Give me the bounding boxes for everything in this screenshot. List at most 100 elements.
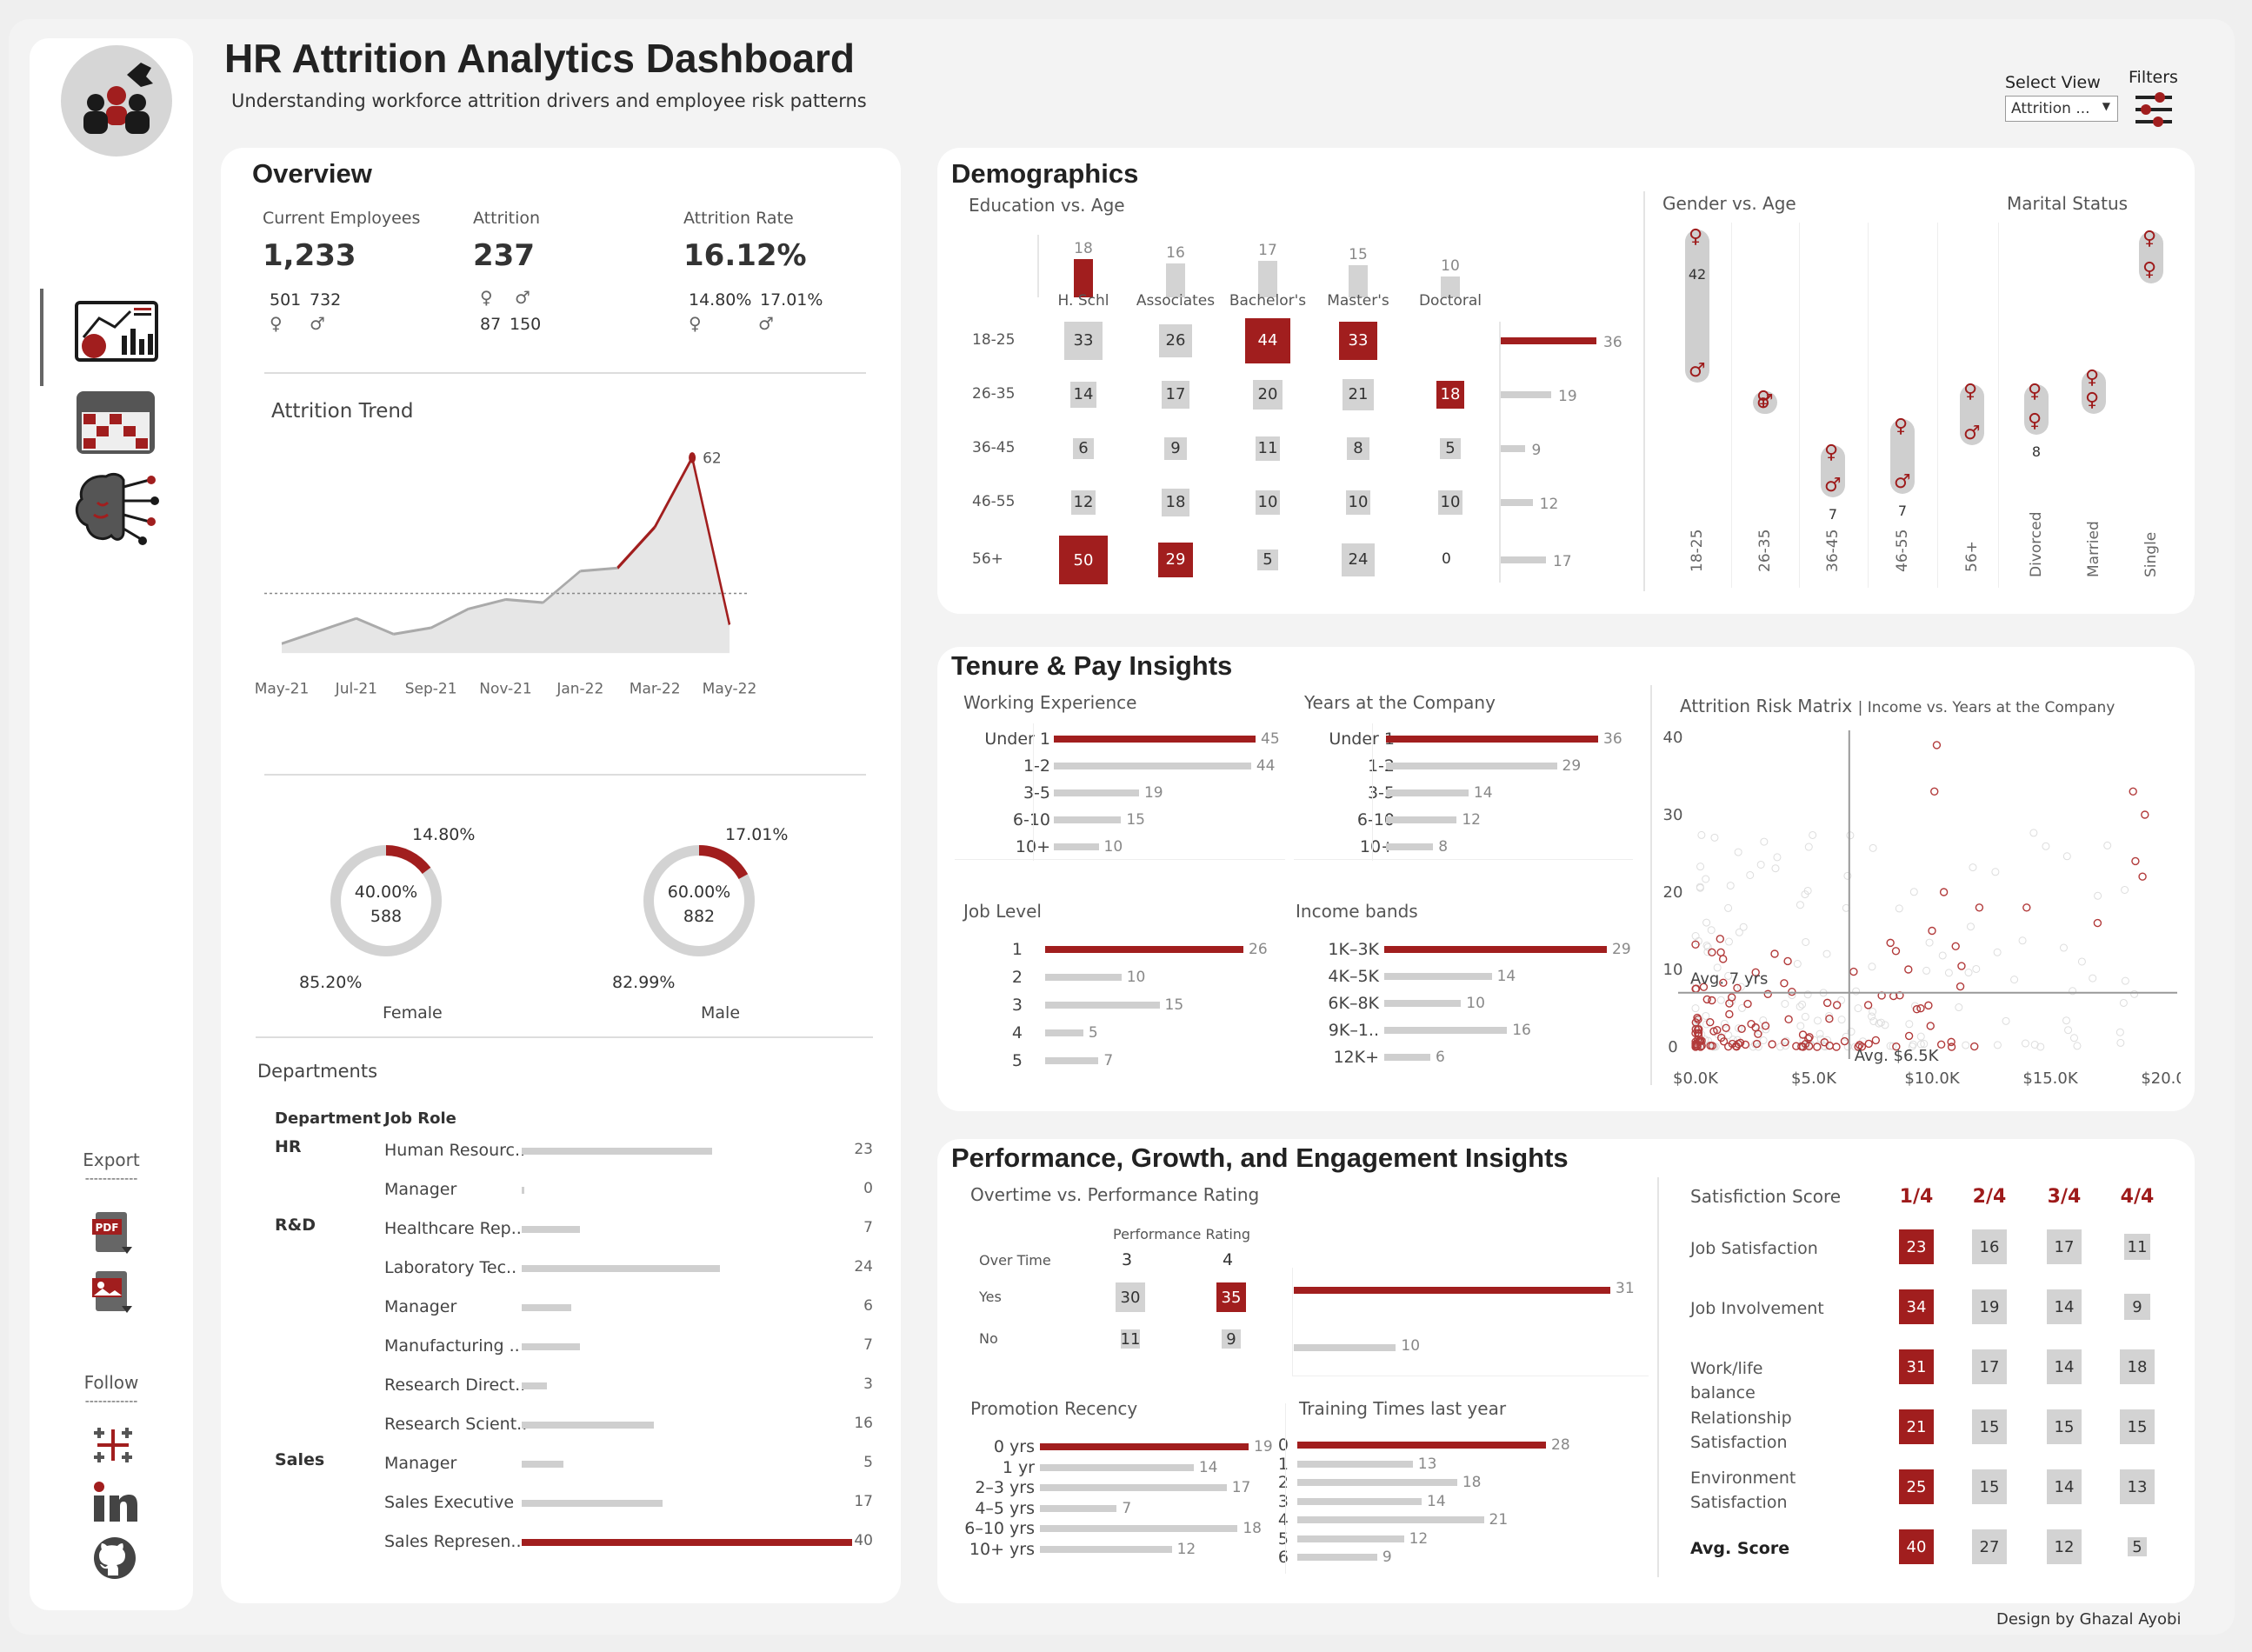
female-marker-icon: ♀: [1756, 388, 1771, 410]
satisfaction-cell: 27: [1972, 1529, 2007, 1564]
promotion-bar: [1040, 1484, 1227, 1491]
edu-age-title: Education vs. Age: [969, 195, 1125, 216]
risk-point-stay: [2036, 1042, 2045, 1051]
training-label: 2: [1277, 1473, 1289, 1492]
income-band-bar: [1384, 946, 1607, 953]
risk-point-stay: [1729, 1036, 1737, 1044]
age-total-label: 17: [1552, 553, 1572, 570]
risk-point-stay: [1925, 938, 1934, 947]
training-value: 12: [1409, 1529, 1429, 1548]
work-exp-value: 19: [1143, 784, 1163, 802]
tableau-icon[interactable]: [90, 1422, 136, 1468]
risk-point-stay: [2069, 987, 2077, 996]
emp-male: 732: [310, 290, 342, 310]
risk-point-leave: [1708, 948, 1716, 957]
filter-sliders-icon[interactable]: [2134, 90, 2174, 127]
overview-nav-icon[interactable]: [73, 299, 160, 365]
work-exp-bar: [1054, 736, 1256, 743]
risk-point-leave: [1725, 1009, 1734, 1019]
gender-age-range: [1685, 230, 1709, 383]
risk-point-leave: [1784, 1015, 1793, 1024]
risk-point-stay: [1696, 863, 1705, 871]
satisfaction-cell: 25: [1899, 1469, 1934, 1504]
risk-point-leave: [1763, 989, 1772, 998]
risk-point-leave: [1792, 1042, 1801, 1050]
age-total-label: 12: [1539, 496, 1559, 513]
logo: [61, 45, 172, 157]
risk-point-leave: [1761, 1022, 1770, 1030]
risk-point-leave: [1904, 1031, 1914, 1041]
risk-point-stay: [2116, 1038, 2125, 1047]
chevron-down-icon: ▼: [2102, 100, 2110, 112]
risk-point-stay: [1734, 848, 1742, 856]
job-role-bar: [522, 1343, 580, 1350]
follow-divider: ------------: [84, 1395, 138, 1409]
risk-point-stay: [1972, 964, 1981, 973]
job-level-label: 1: [1011, 940, 1023, 959]
risk-point-leave: [1691, 1042, 1700, 1051]
training-label: 4: [1277, 1510, 1289, 1529]
donut-attrition-arc: [643, 845, 755, 956]
risk-point-stay: [1773, 853, 1782, 862]
performance-title: Performance, Growth, and Engagement Insi…: [951, 1142, 1569, 1173]
risk-point-stay: [1955, 1003, 1963, 1012]
edu-total-label: 10: [1441, 256, 1460, 275]
satisfaction-cell: 15: [2047, 1409, 2082, 1444]
risk-point-stay: [1962, 1041, 1970, 1049]
risk-point-stay: [1702, 941, 1711, 949]
risk-point-leave: [1722, 1023, 1730, 1033]
trend-segment: [654, 456, 694, 529]
risk-point-leave: [1699, 983, 1709, 991]
risk-point-stay: [2062, 852, 2071, 861]
overview-card: Overview Current Employees 1,233 501 732…: [221, 148, 901, 1603]
emp-female: 501: [270, 290, 302, 310]
linkedin-icon[interactable]: [92, 1480, 137, 1525]
job-role-bar: [522, 1187, 524, 1194]
gender-age-label: 7: [1897, 503, 1908, 519]
github-icon[interactable]: [92, 1535, 137, 1581]
male-marker-icon: ♂: [1963, 423, 1981, 444]
satisfaction-cell: 18: [2120, 1349, 2155, 1384]
age-total-bar: [1501, 556, 1546, 563]
income-band-value: 16: [1512, 1022, 1531, 1039]
risk-point-stay: [1726, 882, 1735, 890]
job-level-bar: [1045, 1002, 1160, 1009]
job-role-bar: [522, 1461, 563, 1468]
pdf-export-icon[interactable]: PDF: [92, 1210, 134, 1259]
image-export-icon[interactable]: [92, 1269, 134, 1318]
risk-x-tick: $10.0K: [1904, 1069, 1961, 1088]
training-value: 28: [1551, 1436, 1570, 1454]
training-value: 9: [1382, 1549, 1392, 1566]
risk-point-stay: [1716, 996, 1725, 1004]
trend-x-tick: May-21: [256, 681, 309, 698]
risk-point-stay: [1843, 871, 1852, 880]
male-label: Male: [701, 1003, 741, 1023]
risk-point-stay: [1852, 987, 1861, 996]
select-view-dropdown[interactable]: Attrition ... ▼: [2005, 96, 2118, 122]
edu-age-cell: 18: [1161, 488, 1190, 517]
work-exp-title: Working Experience: [963, 692, 1137, 713]
risk-point-stay: [1969, 863, 1977, 872]
male-marker-icon: ♂: [1689, 360, 1706, 382]
brain-nav-icon[interactable]: [71, 468, 162, 546]
years-company-value: 8: [1438, 838, 1449, 856]
calendar-nav-icon[interactable]: [75, 390, 157, 456]
risk-point-leave: [1781, 1038, 1789, 1047]
trend-x-tick: Sep-21: [405, 681, 457, 698]
overtime-row-label: Yes: [979, 1289, 1002, 1305]
risk-point-leave: [1716, 935, 1725, 943]
promotion-value: 7: [1122, 1499, 1132, 1517]
risk-point-stay: [1916, 1032, 1925, 1041]
risk-point-leave: [1719, 1037, 1729, 1046]
risk-point-leave: [1708, 996, 1716, 1005]
risk-point-stay: [1710, 833, 1719, 842]
satisfaction-cell: 5: [2128, 1537, 2147, 1556]
risk-point-stay: [2029, 829, 2038, 837]
risk-point-stay: [1881, 1021, 1889, 1029]
trend-x-tick: Jul-21: [335, 681, 377, 698]
follow-label: Follow: [83, 1372, 139, 1393]
promotion-label: 10+ yrs: [969, 1539, 1035, 1559]
risk-point-stay: [1993, 948, 2002, 956]
risk-point-stay: [1793, 960, 1802, 969]
gender-age-label: 7: [1828, 506, 1838, 523]
